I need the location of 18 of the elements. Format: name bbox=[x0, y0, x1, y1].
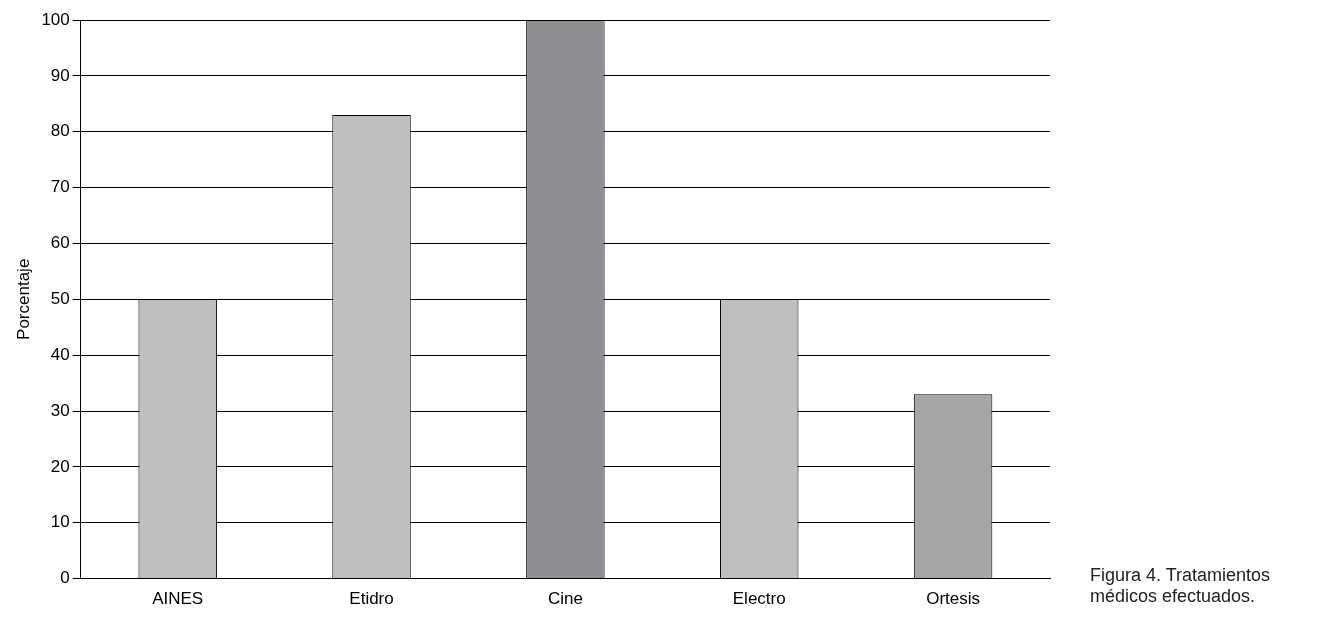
y-tick-label: 90 bbox=[50, 65, 70, 85]
x-tick-label: Electro bbox=[732, 589, 786, 609]
x-tick-label: Ortesis bbox=[926, 589, 980, 609]
y-tick-label: 50 bbox=[50, 288, 70, 308]
y-tick-label: 0 bbox=[60, 568, 70, 588]
y-tick-label: 10 bbox=[50, 512, 70, 532]
y-tick-label: 70 bbox=[50, 177, 70, 197]
y-tick-label: 60 bbox=[50, 233, 70, 253]
x-tick-label: Etidro bbox=[349, 589, 394, 609]
y-tick-label: 40 bbox=[50, 344, 70, 364]
y-axis-title: Porcentaje bbox=[13, 258, 33, 340]
text: Figura 4. Tratamientos médicos efectuados. bbox=[1090, 565, 1272, 607]
y-tick-label: 20 bbox=[50, 456, 70, 476]
y-tick-label: 80 bbox=[50, 121, 70, 141]
y-tick-label: 100 bbox=[41, 9, 70, 29]
x-tick-label: Cine bbox=[547, 589, 583, 609]
x-tick-label: AINES bbox=[152, 589, 204, 609]
y-tick-label: 30 bbox=[50, 400, 70, 420]
